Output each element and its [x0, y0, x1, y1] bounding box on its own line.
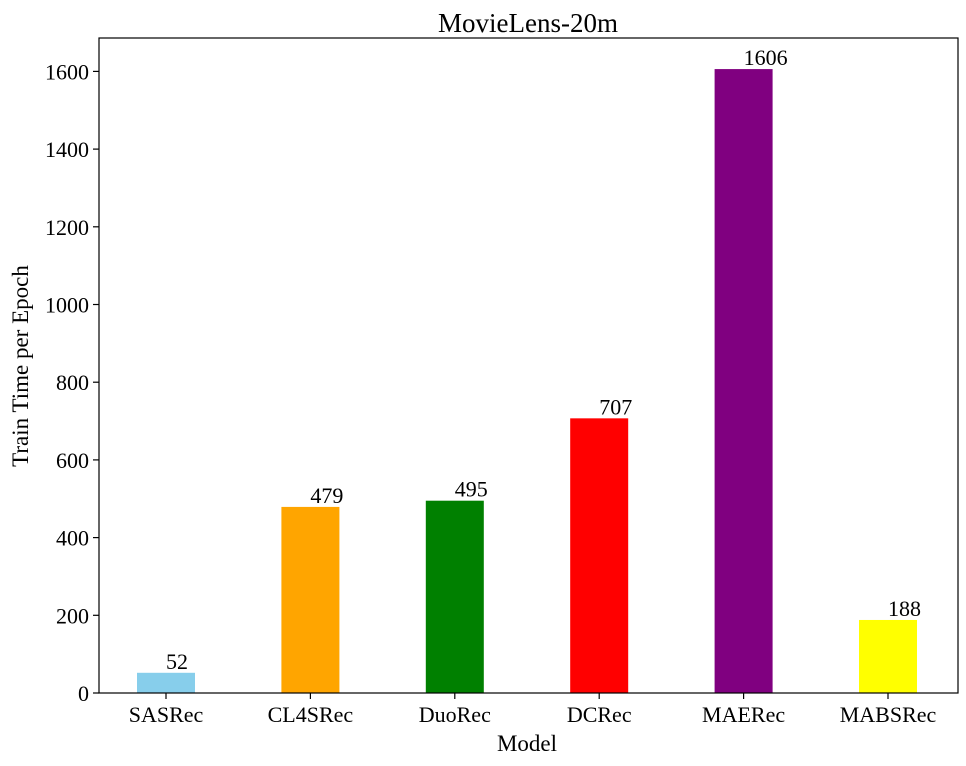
- bar-value-labels: 52 479 495 707 1606 188: [166, 45, 921, 674]
- bar-mabsrec: [859, 619, 917, 693]
- x-tick-label-duorec: DuoRec: [419, 702, 491, 727]
- bar-value-label-dcrec: 707: [599, 394, 632, 419]
- y-tick-label: 200: [56, 603, 89, 628]
- bar-sasrec: [137, 672, 195, 693]
- bar-cl4srec: [281, 506, 340, 693]
- x-tick-label-mabsrec: MABSRec: [840, 702, 937, 727]
- y-tick-label: 800: [56, 370, 89, 395]
- y-tick-label: 1600: [45, 59, 89, 84]
- y-tick-label: 1200: [45, 215, 89, 240]
- x-tick-label-cl4srec: CL4SRec: [268, 702, 354, 727]
- bar-maerec: [714, 69, 773, 694]
- y-axis-ticks: 0 200 400 600 800 1000 1200 1400 1600: [45, 59, 99, 706]
- x-axis-label: Model: [497, 731, 557, 756]
- bars: [137, 69, 917, 694]
- y-tick-label: 0: [78, 681, 89, 706]
- bar-value-label-duorec: 495: [455, 477, 488, 502]
- bar-dcrec: [570, 418, 629, 693]
- x-tick-label-sasrec: SASRec: [129, 702, 204, 727]
- bar-value-label-cl4srec: 479: [310, 483, 343, 508]
- y-tick-label: 1400: [45, 137, 89, 162]
- bar-value-label-mabsrec: 188: [888, 596, 921, 621]
- bar-duorec: [425, 500, 484, 693]
- y-tick-label: 400: [56, 526, 89, 551]
- y-axis-label: Train Time per Epoch: [8, 265, 33, 467]
- plot-frame: [98, 37, 959, 694]
- x-tick-label-maerec: MAERec: [702, 702, 785, 727]
- bar-value-label-sasrec: 52: [166, 649, 188, 674]
- x-axis-ticks: SASRec CL4SRec DuoRec DCRec MAERec MABSRec: [129, 693, 937, 727]
- y-tick-label: 600: [56, 448, 89, 473]
- x-tick-label-dcrec: DCRec: [567, 702, 632, 727]
- chart-title: MovieLens-20m: [438, 8, 618, 38]
- bar-value-label-maerec: 1606: [744, 45, 788, 70]
- y-tick-label: 1000: [45, 293, 89, 318]
